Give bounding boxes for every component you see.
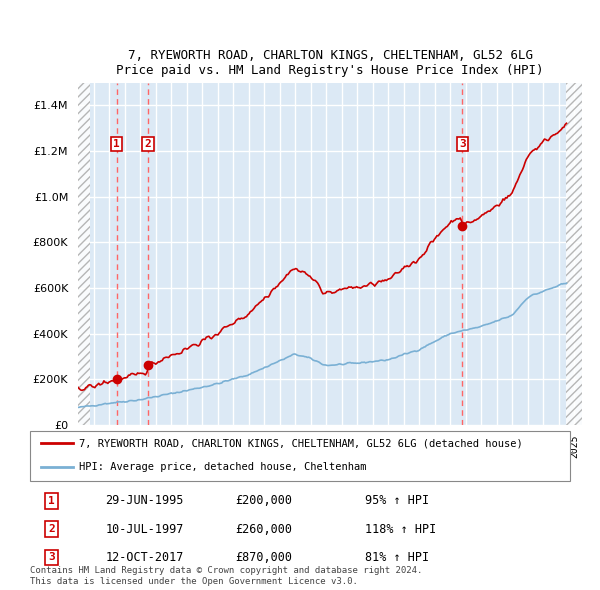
Text: Contains HM Land Registry data © Crown copyright and database right 2024.
This d: Contains HM Land Registry data © Crown c…: [30, 566, 422, 586]
Text: 1: 1: [48, 496, 55, 506]
Text: 118% ↑ HPI: 118% ↑ HPI: [365, 523, 436, 536]
Text: £200,000: £200,000: [235, 494, 292, 507]
Title: 7, RYEWORTH ROAD, CHARLTON KINGS, CHELTENHAM, GL52 6LG
Price paid vs. HM Land Re: 7, RYEWORTH ROAD, CHARLTON KINGS, CHELTE…: [116, 50, 544, 77]
Text: £870,000: £870,000: [235, 551, 292, 564]
Bar: [78, 83, 89, 425]
Bar: [566, 83, 582, 425]
Text: 10-JUL-1997: 10-JUL-1997: [106, 523, 184, 536]
Text: 95% ↑ HPI: 95% ↑ HPI: [365, 494, 429, 507]
Text: 3: 3: [48, 552, 55, 562]
Text: 12-OCT-2017: 12-OCT-2017: [106, 551, 184, 564]
Text: 2: 2: [145, 139, 151, 149]
FancyBboxPatch shape: [30, 431, 570, 481]
Text: £260,000: £260,000: [235, 523, 292, 536]
Text: 3: 3: [459, 139, 466, 149]
Text: 1: 1: [113, 139, 120, 149]
Text: 29-JUN-1995: 29-JUN-1995: [106, 494, 184, 507]
Text: HPI: Average price, detached house, Cheltenham: HPI: Average price, detached house, Chel…: [79, 462, 366, 472]
Text: 81% ↑ HPI: 81% ↑ HPI: [365, 551, 429, 564]
Text: 2: 2: [48, 524, 55, 534]
Text: 7, RYEWORTH ROAD, CHARLTON KINGS, CHELTENHAM, GL52 6LG (detached house): 7, RYEWORTH ROAD, CHARLTON KINGS, CHELTE…: [79, 438, 523, 448]
